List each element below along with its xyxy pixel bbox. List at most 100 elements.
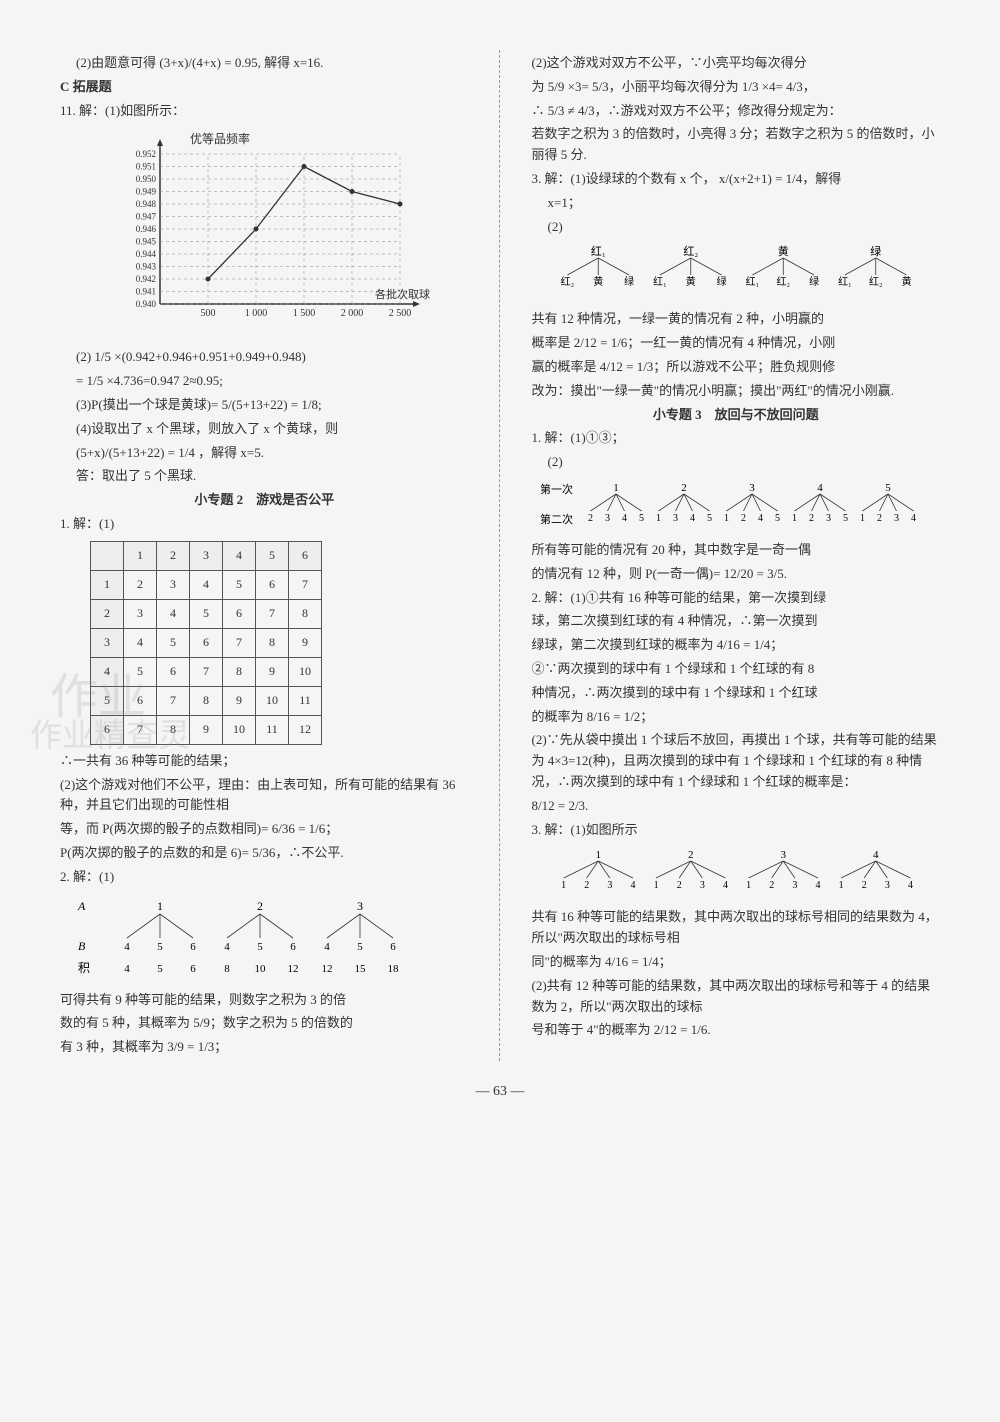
svg-text:4: 4	[817, 482, 823, 494]
svg-text:绿: 绿	[624, 275, 634, 288]
svg-text:1 500: 1 500	[293, 308, 316, 319]
svg-text:1: 1	[838, 880, 843, 891]
svg-text:2: 2	[877, 513, 882, 524]
svg-text:0.947: 0.947	[136, 212, 157, 222]
svg-text:2: 2	[681, 482, 687, 494]
svg-text:3: 3	[792, 880, 797, 891]
item-11-4c: 答：取出了 5 个黑球.	[60, 466, 469, 487]
item-11-4a: (4)设取出了 x 个黑球，则放入了 x 个黄球，则	[60, 419, 469, 440]
svg-text:1: 1	[561, 880, 566, 891]
svg-text:3: 3	[699, 880, 704, 891]
svg-text:0.943: 0.943	[136, 262, 157, 272]
svg-text:红₂: 红₂	[869, 275, 883, 288]
svg-text:1: 1	[792, 513, 797, 524]
r1b: 为 5/9 ×3= 5/3，小丽平均每次得分为 1/3 ×4= 4/3，	[532, 77, 941, 98]
svg-text:绿: 绿	[870, 244, 881, 258]
t3-1b: (2)	[532, 452, 941, 473]
svg-text:6: 6	[290, 941, 296, 953]
svg-text:2: 2	[809, 513, 814, 524]
svg-text:6: 6	[190, 963, 196, 975]
svg-text:12: 12	[288, 963, 299, 975]
svg-text:3: 3	[884, 880, 889, 891]
svg-text:4: 4	[873, 849, 879, 861]
svg-text:绿: 绿	[716, 275, 726, 288]
svg-text:15: 15	[355, 963, 367, 975]
r1a: (2)这个游戏对双方不公平，∵小亮平均每次得分	[532, 53, 941, 74]
item-11-3: (3)P(摸出一个球是黄球)= 5/(5+13+22) = 1/8;	[60, 395, 469, 416]
svg-text:黄: 黄	[901, 275, 911, 288]
item-11-2a: (2) 1/5 ×(0.942+0.946+0.951+0.949+0.948)	[60, 347, 469, 368]
t3-3c: 同"的概率为 4/16 = 1/4；	[532, 952, 941, 973]
svg-text:5: 5	[257, 941, 263, 953]
svg-text:4: 4	[630, 880, 635, 891]
r3-intro: 3. 解：(1)设绿球的个数有 x 个， x/(x+2+1) = 1/4，解得	[532, 169, 941, 190]
svg-text:0.951: 0.951	[136, 162, 156, 172]
svg-text:6: 6	[390, 941, 396, 953]
topic2-1d: P(两次掷的骰子的点数的和是 6)= 5/36，∴不公平.	[60, 843, 469, 864]
svg-text:0.950: 0.950	[136, 174, 157, 184]
svg-text:2: 2	[741, 513, 746, 524]
svg-text:10: 10	[255, 963, 267, 975]
svg-text:A: A	[77, 899, 86, 913]
t3-2g: (2)∵先从袋中摸出 1 个球后不放回，再摸出 1 个球，共有等可能的结果为 4…	[532, 730, 941, 792]
svg-text:红₂: 红₂	[776, 275, 790, 288]
t3-1c: 所有等可能的情况有 20 种，其中数字是一奇一偶	[532, 540, 941, 561]
svg-text:5: 5	[885, 482, 891, 494]
r1c: ∴ 5/3 ≠ 4/3，∴游戏对双方不公平；修改得分规定为：	[532, 101, 941, 122]
svg-text:4: 4	[907, 880, 912, 891]
left-column: (2)由题意可得 (3+x)/(4+x) = 0.95, 解得 x=16. C …	[60, 50, 469, 1061]
topic3-title: 小专题 3 放回与不放回问题	[532, 405, 941, 426]
topic2-2b: 数的有 5 种，其概率为 5/9；数字之积为 5 的倍数的	[60, 1013, 469, 1034]
t3-2a: 2. 解：(1)①共有 16 种等可能的结果，第一次摸到绿	[532, 588, 941, 609]
r3a: x=1；	[532, 193, 941, 214]
svg-text:5: 5	[157, 941, 163, 953]
svg-text:各批次取球数: 各批次取球数	[375, 287, 430, 301]
svg-text:0.952: 0.952	[136, 149, 156, 159]
svg-text:3: 3	[749, 482, 755, 494]
svg-text:12: 12	[322, 963, 333, 975]
svg-text:1: 1	[724, 513, 729, 524]
svg-text:2: 2	[688, 849, 694, 861]
svg-text:红₁: 红₁	[838, 275, 852, 288]
svg-text:3: 3	[780, 849, 786, 861]
r3e: 赢的概率是 4/12 = 1/3；所以游戏不公平；胜负规则修	[532, 357, 941, 378]
t3-3a: 3. 解：(1)如图所示	[532, 820, 941, 841]
svg-text:5: 5	[157, 963, 163, 975]
svg-text:1: 1	[157, 899, 163, 913]
svg-text:3: 3	[607, 880, 612, 891]
t3-3d: (2)共有 12 种等可能的结果数，其中两次取出的球标号和等于 4 的结果数为 …	[532, 976, 941, 1018]
item-11-intro: 11. 解：(1)如图所示：	[60, 101, 469, 122]
svg-text:4: 4	[722, 880, 727, 891]
svg-text:18: 18	[388, 963, 400, 975]
svg-text:2: 2	[588, 513, 593, 524]
svg-text:红₂: 红₂	[683, 245, 698, 258]
topic2-1b: (2)这个游戏对他们不公平，理由：由上表可知，所有可能的结果有 36 种，并且它…	[60, 775, 469, 817]
svg-text:5: 5	[843, 513, 848, 524]
svg-text:5: 5	[707, 513, 712, 524]
topic2-2a: 可得共有 9 种等可能的结果，则数字之积为 3 的倍	[60, 990, 469, 1011]
t3-3b: 共有 16 种等可能的结果数，其中两次取出的球标号相同的结果数为 4，所以"两次…	[532, 907, 941, 949]
item-11-4b: (5+x)/(5+13+22) = 1/4 ，解得 x=5.	[60, 443, 469, 464]
svg-text:黄: 黄	[593, 275, 603, 288]
r3d: 概率是 2/12 = 1/6；一红一黄的情况有 4 种情况，小刚	[532, 333, 941, 354]
svg-text:0.944: 0.944	[136, 249, 157, 259]
topic2-1a: ∴一共有 36 种等可能的结果；	[60, 751, 469, 772]
svg-text:1: 1	[860, 513, 865, 524]
dice-sum-table: 1234561234567234567834567894567891056789…	[90, 541, 322, 745]
topic2-title: 小专题 2 游戏是否公平	[60, 490, 469, 511]
r3b: (2)	[532, 217, 941, 238]
svg-text:2: 2	[257, 899, 263, 913]
svg-text:红₁: 红₁	[590, 245, 605, 258]
frequency-chart: 0.9400.9410.9420.9430.9440.9450.9460.947…	[100, 129, 469, 339]
svg-text:0.948: 0.948	[136, 199, 157, 209]
svg-text:4: 4	[324, 941, 330, 953]
svg-text:5: 5	[639, 513, 644, 524]
svg-text:0.941: 0.941	[136, 287, 156, 297]
svg-text:1: 1	[595, 849, 601, 861]
svg-text:4: 4	[124, 941, 130, 953]
svg-text:0.946: 0.946	[136, 224, 157, 234]
t3-2c: 绿球，第二次摸到红球的概率为 4/16 = 1/4；	[532, 635, 941, 656]
svg-text:1: 1	[613, 482, 619, 494]
svg-text:4: 4	[815, 880, 820, 891]
topic2-2-intro: 2. 解：(1)	[60, 867, 469, 888]
